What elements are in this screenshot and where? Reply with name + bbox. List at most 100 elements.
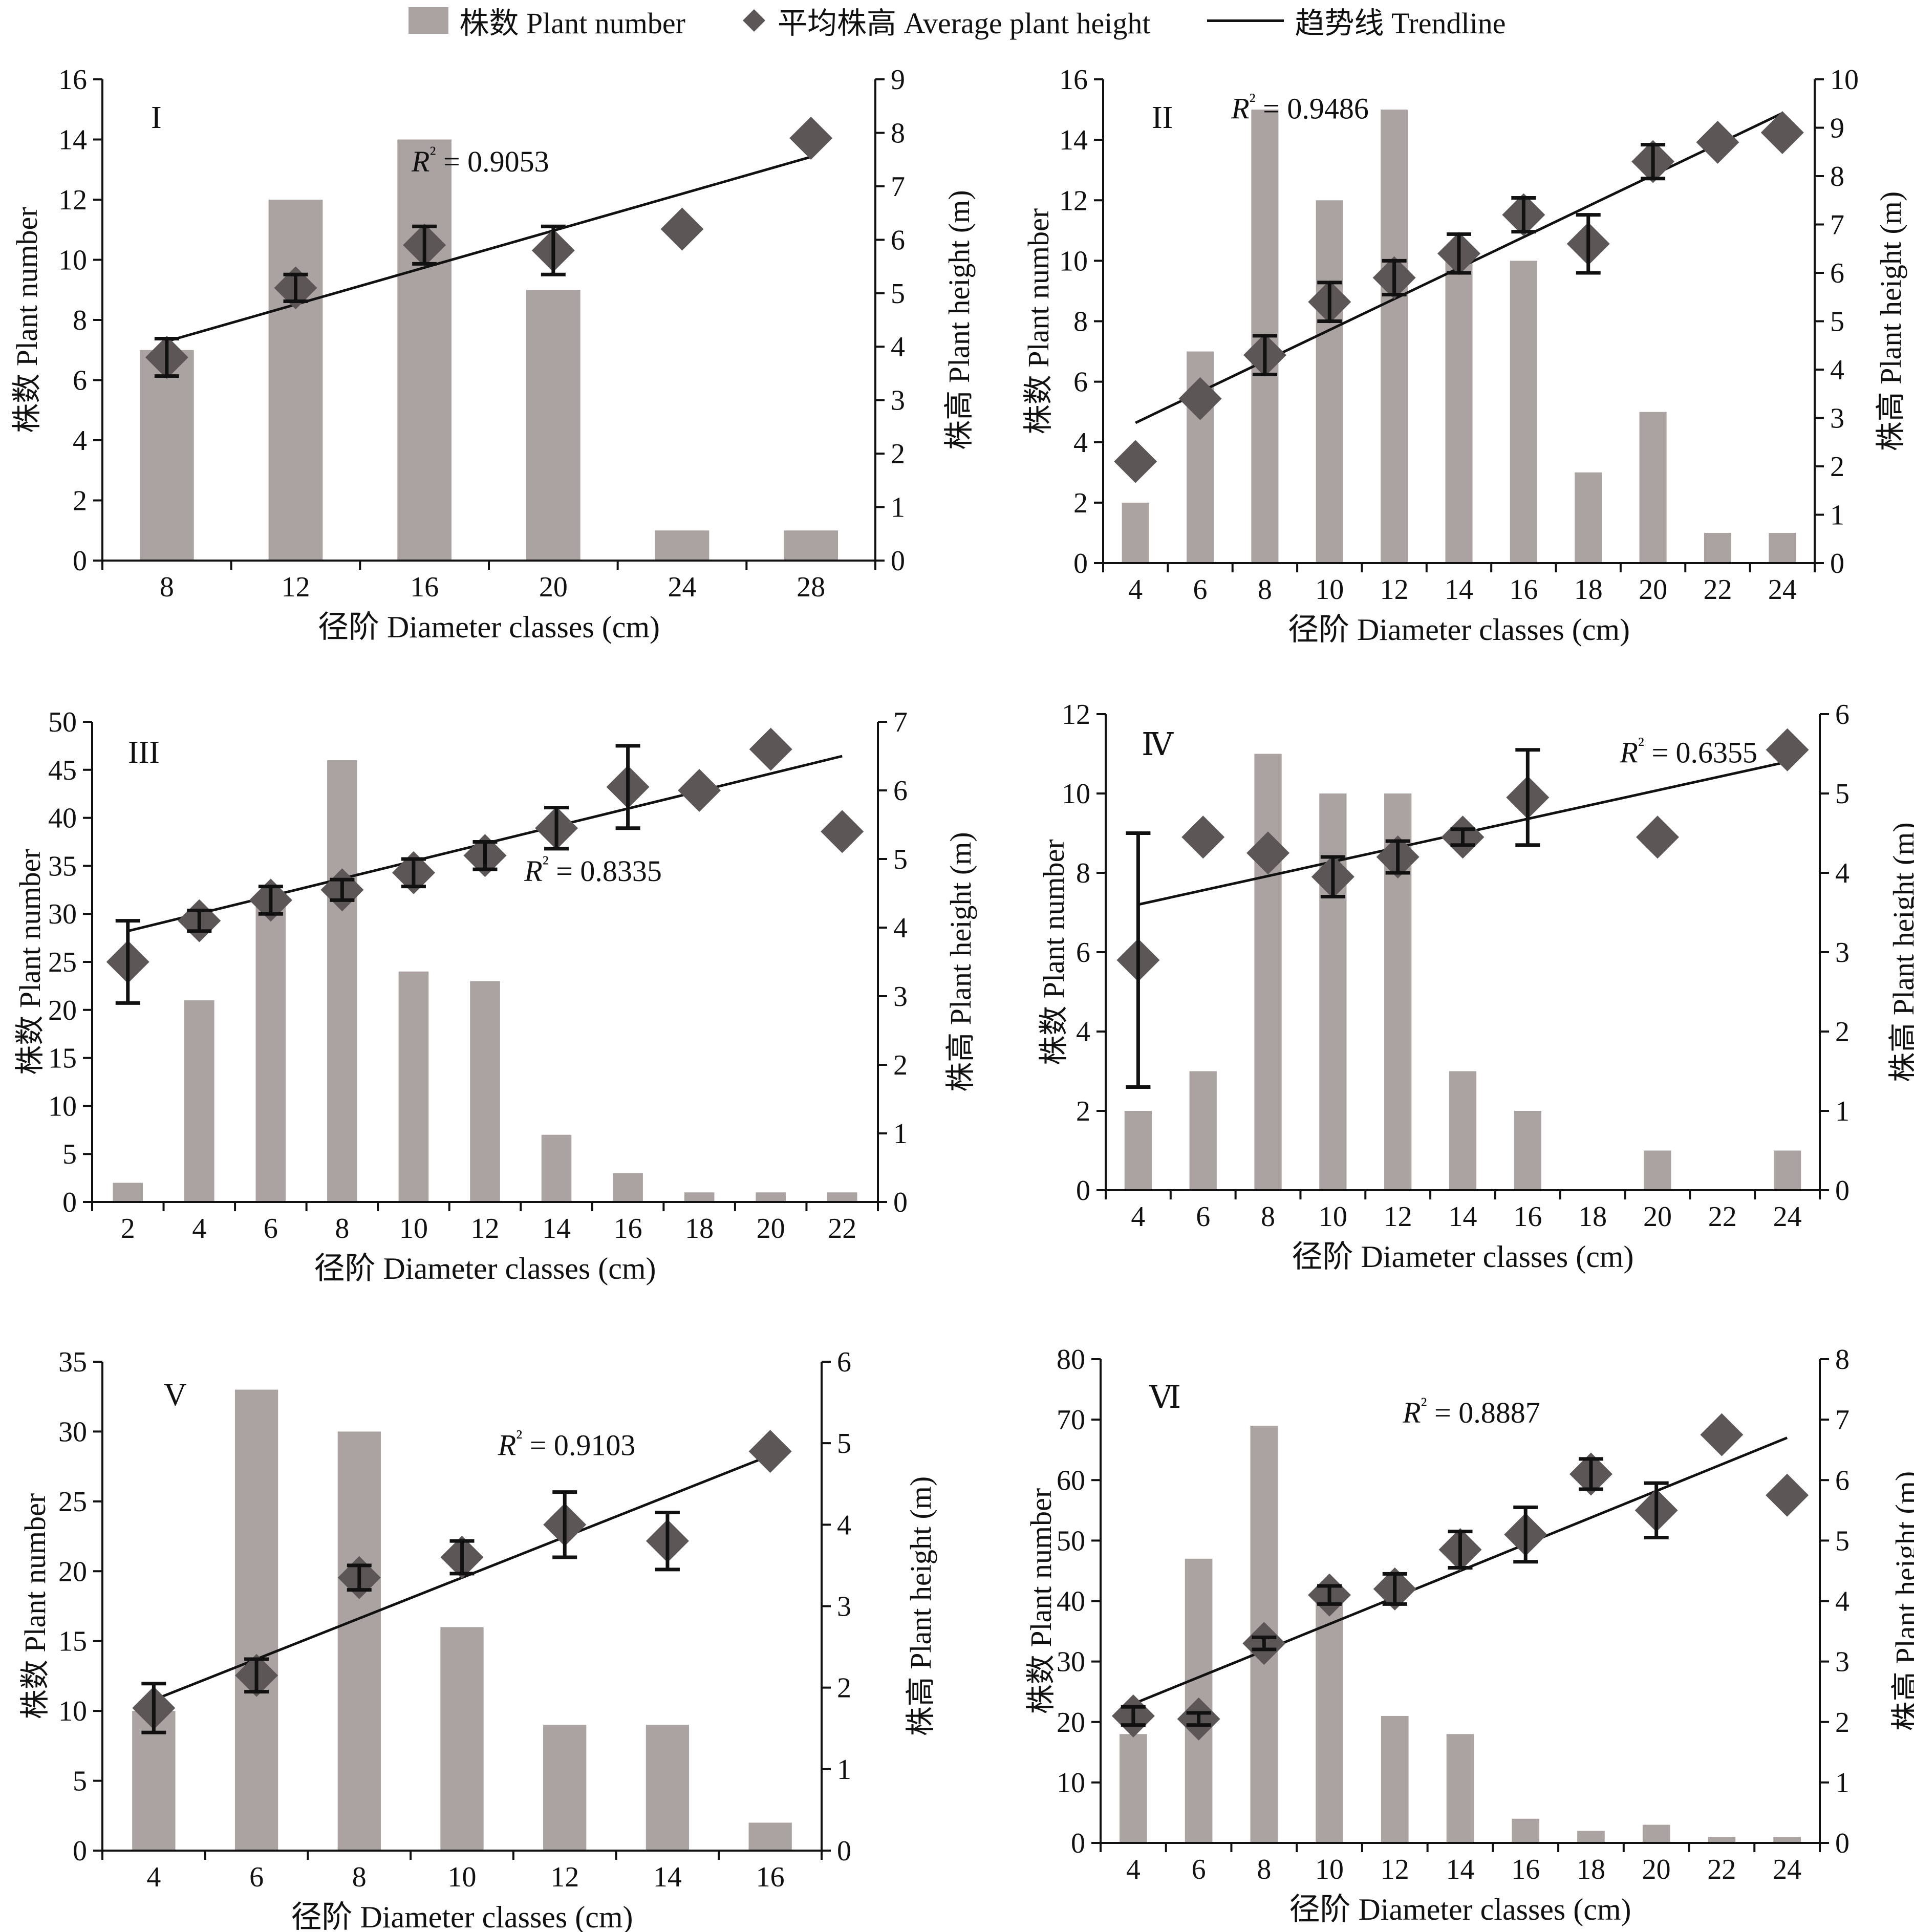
bar-6 <box>234 1389 278 1851</box>
bar-6 <box>1189 1071 1217 1190</box>
x-axis-title: 径阶 Diameter classes (cm) <box>314 1252 656 1285</box>
y-tick-label-left: 0 <box>73 545 87 577</box>
panel-label: III <box>128 735 160 770</box>
bar-14 <box>1449 1071 1477 1190</box>
r-squared-label: R² = 0.9486 <box>1231 89 1369 125</box>
bar-16 <box>1514 1111 1541 1190</box>
y-tick-label-right: 1 <box>837 1754 851 1786</box>
y-tick-label-left: 20 <box>58 1556 87 1587</box>
bar-16 <box>1512 1818 1540 1843</box>
y-tick-label-right: 5 <box>891 278 905 310</box>
y-tick-label-right: 4 <box>1830 354 1844 386</box>
height-marker-22 <box>1700 1413 1744 1456</box>
bar-14 <box>1445 261 1473 563</box>
x-axis-title: 径阶 Diameter classes (cm) <box>1288 613 1630 647</box>
y-tick-label-right: 0 <box>893 1187 908 1218</box>
bar-18 <box>684 1192 715 1202</box>
bar-12 <box>1381 110 1408 563</box>
bar-10 <box>398 971 429 1202</box>
x-tick-label: 24 <box>1773 1201 1802 1233</box>
x-tick-label: 14 <box>1446 1854 1475 1885</box>
y-tick-label-right: 0 <box>1830 548 1844 579</box>
y-tick-label-left: 5 <box>62 1139 77 1170</box>
height-marker-22 <box>821 810 864 853</box>
bar-16 <box>748 1822 792 1851</box>
y-tick-label-left: 40 <box>1057 1586 1085 1618</box>
bar-24 <box>1773 1837 1801 1843</box>
x-tick-label: 18 <box>1578 1201 1607 1233</box>
bar-24 <box>655 530 709 561</box>
bar-20 <box>1644 1150 1671 1190</box>
x-axis-title: 径阶 Diameter classes (cm) <box>1289 1893 1631 1926</box>
bar-16 <box>613 1173 643 1202</box>
bar-20 <box>756 1192 786 1202</box>
x-tick-label: 8 <box>352 1861 367 1893</box>
y-tick-label-right: 2 <box>837 1672 851 1704</box>
y-axis-title-right: 株高 Plant height (m) <box>942 190 976 449</box>
y-tick-label-left: 10 <box>58 245 87 276</box>
y-tick-label-right: 2 <box>1830 451 1844 483</box>
y-tick-label-left: 16 <box>1059 64 1088 96</box>
height-marker-22 <box>1696 120 1739 164</box>
x-tick-label: 6 <box>1192 1854 1206 1885</box>
y-tick-label-right: 4 <box>1835 1586 1850 1618</box>
y-tick-label-left: 8 <box>1076 857 1090 889</box>
y-tick-label-right: 10 <box>1830 64 1859 96</box>
y-tick-label-right: 7 <box>891 171 905 203</box>
y-tick-label-right: 3 <box>893 981 908 1013</box>
x-tick-label: 20 <box>1643 1201 1672 1233</box>
x-tick-label: 10 <box>1315 1854 1344 1885</box>
x-tick-label: 6 <box>1193 574 1208 606</box>
x-tick-label: 12 <box>1381 1854 1409 1885</box>
x-tick-label: 20 <box>757 1213 785 1244</box>
bar-2 <box>113 1183 143 1202</box>
y-tick-label-left: 8 <box>73 305 87 336</box>
bar-24 <box>1773 1150 1801 1190</box>
y-tick-label-right: 7 <box>1830 209 1844 241</box>
bar-16 <box>397 139 452 561</box>
panel-label: I <box>151 100 162 135</box>
y-tick-label-left: 0 <box>1076 1175 1090 1207</box>
y-tick-label-left: 6 <box>1076 937 1090 969</box>
height-marker-24 <box>660 207 704 251</box>
legend-label-trendline: 趋势线 Trendline <box>1295 7 1506 40</box>
bar-24 <box>1769 532 1796 563</box>
x-tick-label: 24 <box>1768 574 1797 606</box>
bar-8 <box>139 350 194 561</box>
height-marker-6 <box>1178 377 1222 420</box>
y-tick-label-left: 10 <box>1057 1767 1085 1799</box>
y-tick-label-right: 6 <box>1835 699 1850 731</box>
y-tick-label-left: 0 <box>62 1187 77 1218</box>
y-tick-label-left: 60 <box>1057 1465 1085 1496</box>
x-tick-label: 2 <box>121 1213 135 1244</box>
y-tick-label-right: 5 <box>893 844 908 875</box>
x-tick-label: 12 <box>1384 1201 1412 1233</box>
bar-10 <box>1316 200 1343 563</box>
y-tick-label-left: 0 <box>1071 1828 1085 1859</box>
x-tick-label: 12 <box>1380 574 1409 606</box>
y-tick-label-left: 30 <box>58 1416 87 1448</box>
y-tick-label-right: 3 <box>1830 403 1844 435</box>
y-tick-label-right: 0 <box>1835 1828 1850 1859</box>
x-axis-title: 径阶 Diameter classes (cm) <box>291 1900 633 1932</box>
x-tick-label: 20 <box>1642 1854 1671 1885</box>
x-tick-label: 10 <box>448 1861 477 1893</box>
legend-diamond-swatch <box>742 9 765 32</box>
y-axis-title-left: 株数 Plant number <box>18 1493 52 1719</box>
x-tick-label: 24 <box>668 571 697 603</box>
y-tick-label-left: 4 <box>73 425 87 457</box>
x-tick-label: 16 <box>1513 1201 1542 1233</box>
y-tick-label-right: 2 <box>1835 1016 1850 1048</box>
r-squared-label: R² = 0.9053 <box>411 142 549 178</box>
y-tick-label-right: 3 <box>837 1591 851 1623</box>
y-tick-label-right: 7 <box>1835 1404 1850 1436</box>
x-tick-label: 10 <box>399 1213 428 1244</box>
y-tick-label-right: 6 <box>891 224 905 256</box>
y-tick-label-right: 8 <box>1830 161 1844 192</box>
x-tick-label: 6 <box>1196 1201 1210 1233</box>
bar-20 <box>1642 1824 1670 1843</box>
bar-10 <box>1319 793 1347 1190</box>
